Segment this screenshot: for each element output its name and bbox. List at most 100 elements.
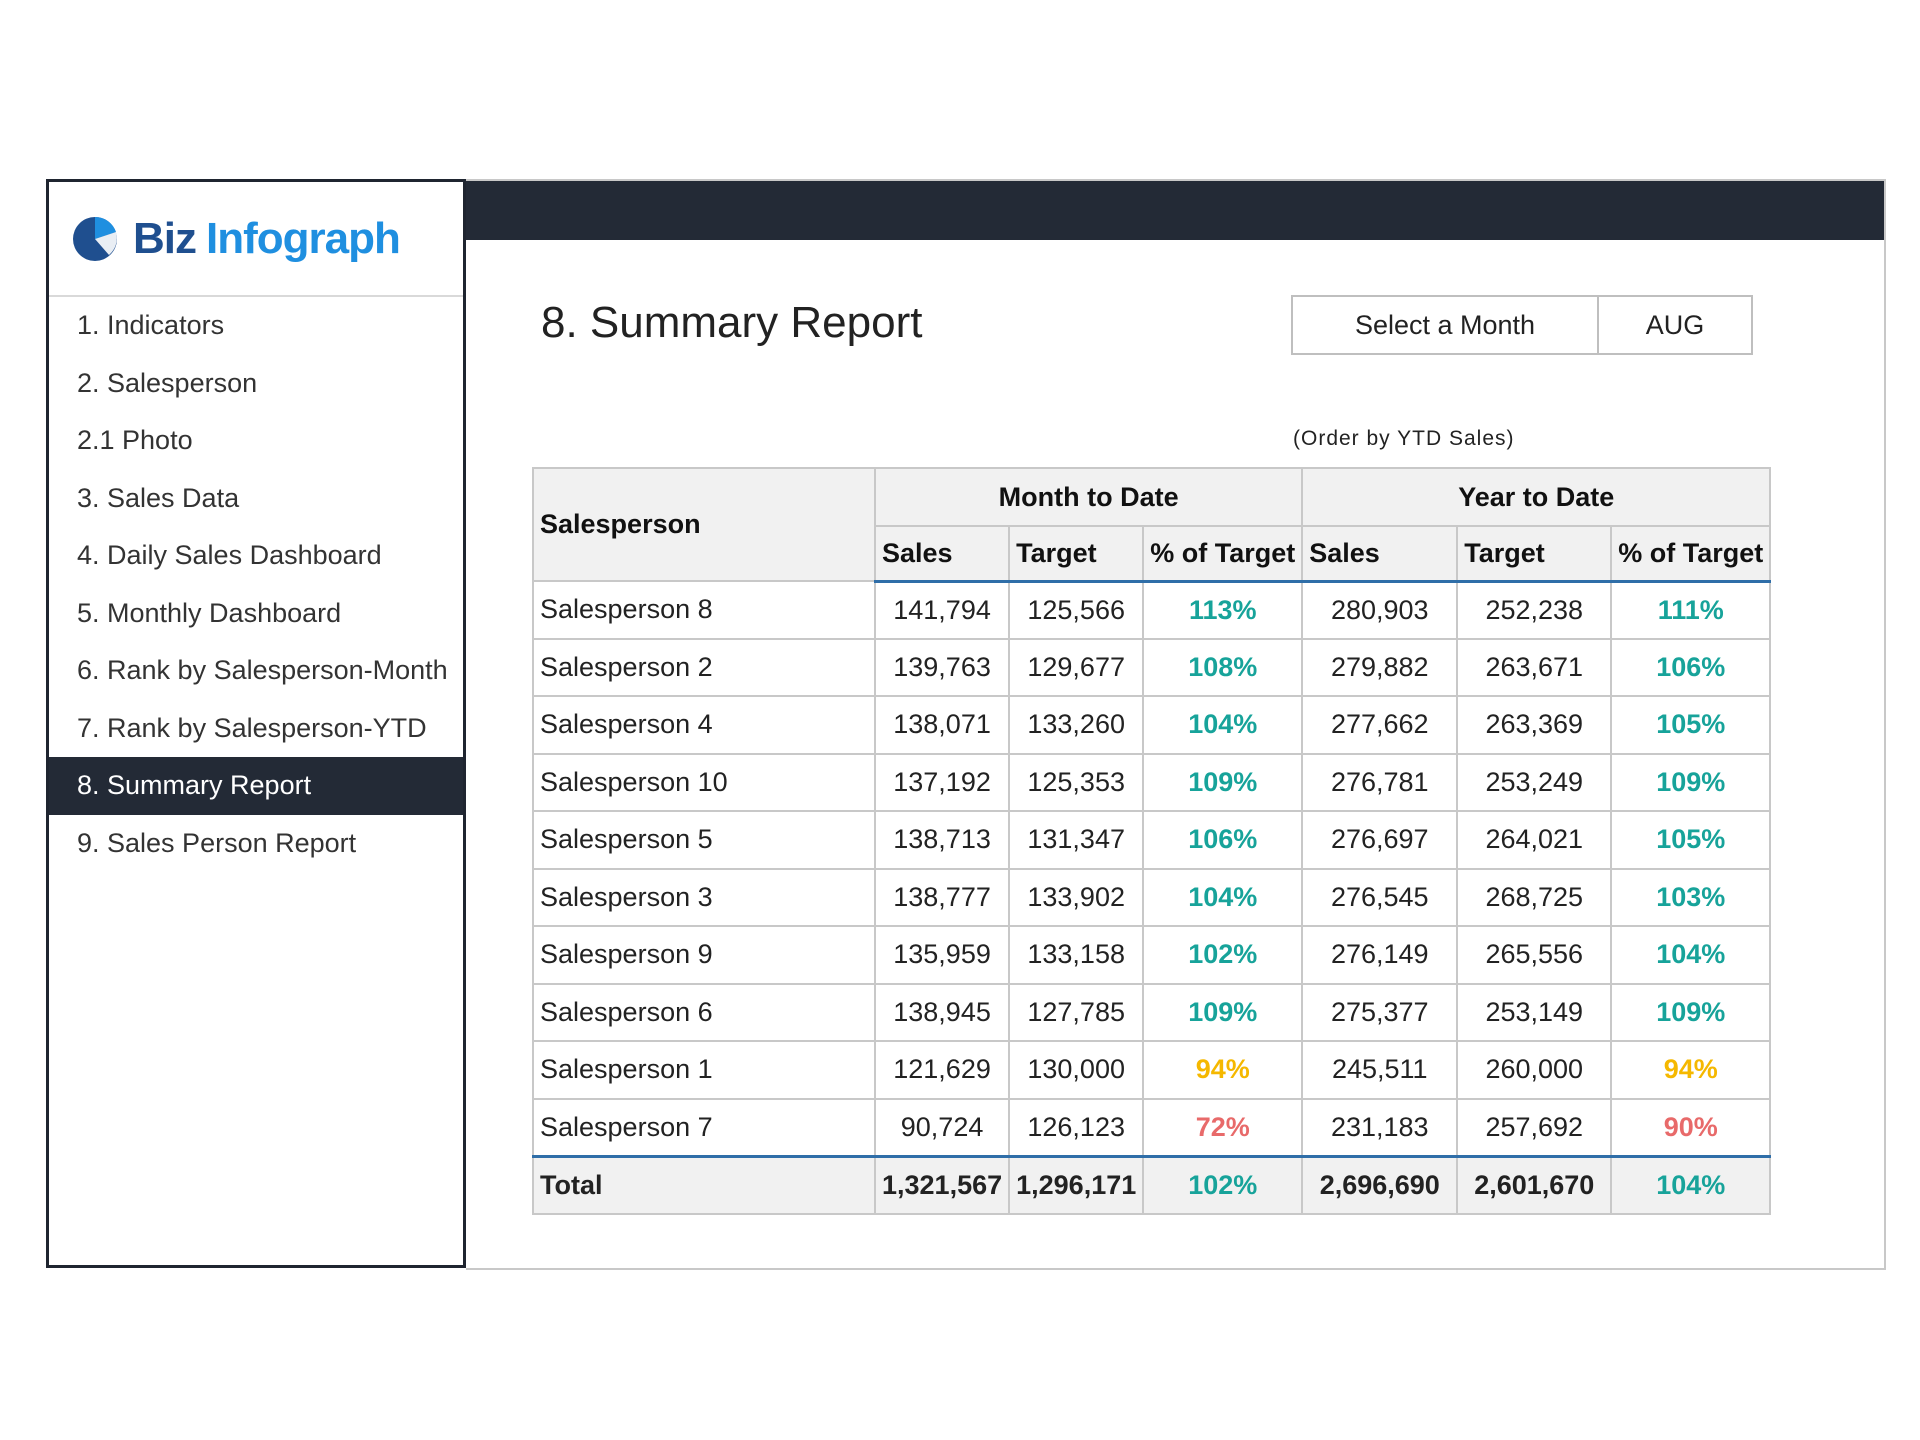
ytd-pct-cell: 106% — [1610, 637, 1772, 697]
ytd-pct-cell: 104% — [1610, 925, 1772, 985]
col-mtd-pct-header: % of Target — [1142, 525, 1304, 583]
mtd-target-cell: 131,347 — [1008, 810, 1145, 870]
salesperson-name-cell: Salesperson 4 — [532, 695, 876, 755]
mtd-sales-cell: 135,959 — [873, 925, 1011, 985]
ytd-sales-cell: 276,781 — [1301, 752, 1459, 812]
total-label: Total — [532, 1154, 876, 1215]
group-header-mtd: Month to Date — [873, 467, 1304, 527]
sidebar-item-7[interactable]: 6. Rank by Salesperson-Month — [77, 655, 448, 685]
ytd-pct-cell: 94% — [1610, 1040, 1772, 1100]
mtd-target-cell: 126,123 — [1008, 1097, 1145, 1157]
sidebar-item-3[interactable]: 2.1 Photo — [77, 425, 193, 455]
sidebar-item-5[interactable]: 4. Daily Sales Dashboard — [77, 540, 382, 570]
mtd-pct-cell: 106% — [1142, 810, 1304, 870]
salesperson-name-cell: Salesperson 7 — [532, 1097, 876, 1157]
order-note: (Order by YTD Sales) — [1293, 427, 1515, 450]
mtd-target-cell: 127,785 — [1008, 982, 1145, 1042]
mtd-pct-cell: 113% — [1142, 580, 1304, 640]
ytd-pct-cell: 90% — [1610, 1097, 1772, 1157]
mtd-target-cell: 133,260 — [1008, 695, 1145, 755]
mtd-sales-cell: 138,777 — [873, 867, 1011, 927]
logo: Biz Infograph — [49, 182, 463, 297]
table-row: Salesperson 1 121,629 130,000 94% 245,511 260… — [532, 1040, 1772, 1100]
sidebar-item-2[interactable]: 2. Salesperson — [77, 367, 258, 398]
mtd-pct-cell: 109% — [1142, 752, 1304, 812]
ytd-target-cell: 264,021 — [1456, 810, 1613, 870]
ytd-target-cell: 268,725 — [1456, 867, 1613, 927]
mtd-sales-cell: 137,192 — [873, 752, 1011, 812]
mtd-sales-cell: 141,794 — [873, 580, 1011, 640]
table-row: Salesperson 6 138,945 127,785 109% 275,377 25… — [532, 982, 1772, 1042]
col-ytd-sales-header: Sales — [1301, 525, 1459, 583]
table-row: Salesperson 5 138,713 131,347 106% 276,697 26… — [532, 810, 1772, 870]
table-body: Salesperson 8 141,794 125,566 113% 280,903 25… — [532, 580, 1772, 1157]
mtd-target-cell: 133,902 — [1008, 867, 1145, 927]
sidebar-item-10[interactable]: 9. Sales Person Report — [77, 827, 357, 858]
ytd-target-cell: 265,556 — [1456, 925, 1613, 985]
col-mtd-sales-header: Sales — [873, 525, 1011, 583]
ytd-sales-cell: 280,903 — [1301, 580, 1459, 640]
mtd-sales-cell: 138,071 — [873, 695, 1011, 755]
ytd-sales-cell: 276,149 — [1301, 925, 1459, 985]
sidebar-item-1[interactable]: 1. Indicators — [77, 310, 225, 340]
mtd-sales-cell: 138,713 — [873, 810, 1011, 870]
table-row: Salesperson 9 135,959 133,158 102% 276,149 26… — [532, 925, 1772, 985]
ytd-target-cell: 253,149 — [1456, 982, 1613, 1042]
salesperson-name-cell: Salesperson 1 — [532, 1040, 876, 1100]
month-select-label: Select a Month — [1293, 297, 1599, 353]
group-header-ytd: Year to Date — [1301, 467, 1772, 527]
ytd-pct-cell: 111% — [1610, 580, 1772, 640]
mtd-target-cell: 129,677 — [1008, 637, 1145, 697]
salesperson-name-cell: Salesperson 10 — [532, 752, 876, 812]
salesperson-name-cell: Salesperson 8 — [532, 580, 876, 640]
month-selector[interactable]: Select a Month AUG — [1291, 295, 1753, 355]
ytd-target-cell: 257,692 — [1456, 1097, 1613, 1157]
mtd-target-cell: 130,000 — [1008, 1040, 1145, 1100]
ytd-pct-cell: 105% — [1610, 695, 1772, 755]
mtd-pct-cell: 102% — [1142, 925, 1304, 985]
main-panel: 8. Summary Report Select a Month AUG (Or… — [466, 179, 1886, 1270]
mtd-pct-cell: 72% — [1142, 1097, 1304, 1157]
mtd-target-cell: 125,353 — [1008, 752, 1145, 812]
ytd-target-cell: 263,369 — [1456, 695, 1613, 755]
sidebar-item-9[interactable]: 8. Summary Report — [49, 757, 463, 815]
ytd-target-cell: 253,249 — [1456, 752, 1613, 812]
table-row: Salesperson 10 137,192 125,353 109% 276,781 2… — [532, 752, 1772, 812]
ytd-sales-cell: 275,377 — [1301, 982, 1459, 1042]
top-bar — [466, 181, 1884, 240]
salesperson-name-cell: Salesperson 3 — [532, 867, 876, 927]
ytd-sales-cell: 279,882 — [1301, 637, 1459, 697]
table-row: Salesperson 3 138,777 133,902 104% 276,545 26… — [532, 867, 1772, 927]
salesperson-name-cell: Salesperson 2 — [532, 637, 876, 697]
salesperson-name-cell: Salesperson 5 — [532, 810, 876, 870]
ytd-pct-cell: 109% — [1610, 752, 1772, 812]
mtd-pct-cell: 109% — [1142, 982, 1304, 1042]
total-mtd-sales: 1,321,567 — [873, 1154, 1011, 1215]
sidebar-item-6[interactable]: 5. Monthly Dashboard — [77, 597, 342, 628]
mtd-pct-cell: 104% — [1142, 867, 1304, 927]
ytd-sales-cell: 276,697 — [1301, 810, 1459, 870]
mtd-target-cell: 133,158 — [1008, 925, 1145, 985]
sidebar-item-8[interactable]: 7. Rank by Salesperson-YTD — [77, 712, 427, 743]
page-title: 8. Summary Report — [541, 298, 923, 347]
ytd-sales-cell: 231,183 — [1301, 1097, 1459, 1157]
mtd-pct-cell: 94% — [1142, 1040, 1304, 1100]
salesperson-name-cell: Salesperson 6 — [532, 982, 876, 1042]
ytd-pct-cell: 109% — [1610, 982, 1772, 1042]
table-row: Salesperson 2 139,763 129,677 108% 279,882 26… — [532, 637, 1772, 697]
col-ytd-target-header: Target — [1456, 525, 1613, 583]
total-ytd-sales: 2,696,690 — [1301, 1154, 1459, 1215]
logo-text: Biz Infograph — [133, 213, 401, 264]
mtd-pct-cell: 104% — [1142, 695, 1304, 755]
month-select-value[interactable]: AUG — [1645, 309, 1705, 340]
logo-brand-part2: Infograph — [206, 213, 401, 263]
sidebar-item-4[interactable]: 3. Sales Data — [77, 482, 240, 513]
col-ytd-pct-header: % of Target — [1610, 525, 1772, 583]
mtd-sales-cell: 121,629 — [873, 1040, 1011, 1100]
mtd-pct-cell: 108% — [1142, 637, 1304, 697]
mtd-target-cell: 125,566 — [1008, 580, 1145, 640]
ytd-sales-cell: 245,511 — [1301, 1040, 1459, 1100]
mtd-sales-cell: 90,724 — [873, 1097, 1011, 1157]
ytd-target-cell: 260,000 — [1456, 1040, 1613, 1100]
total-mtd-target: 1,296,171 — [1008, 1154, 1145, 1215]
